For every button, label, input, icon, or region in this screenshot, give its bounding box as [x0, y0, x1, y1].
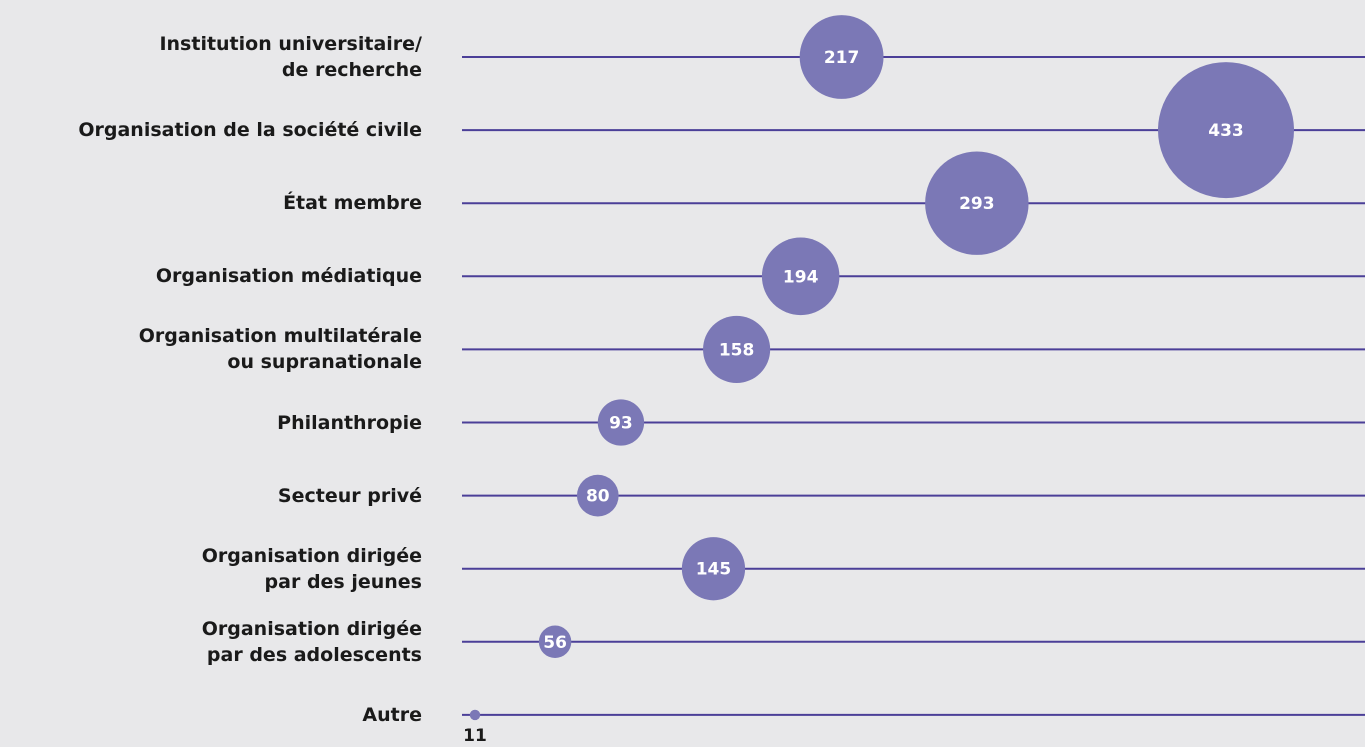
- value-label: 293: [959, 194, 995, 214]
- bubble: [597, 399, 645, 446]
- category-label: État membre: [283, 192, 422, 215]
- value-label: 158: [719, 340, 755, 360]
- value-label: 11: [463, 726, 487, 746]
- bubble: [703, 315, 771, 383]
- bubble: [799, 15, 884, 99]
- value-label: 80: [586, 487, 610, 507]
- value-label: 194: [783, 267, 819, 287]
- value-label: 145: [696, 560, 732, 580]
- value-label: 93: [609, 414, 633, 434]
- bubble: [1158, 62, 1294, 199]
- category-label: Philanthropie: [277, 411, 422, 434]
- category-label: Organisation médiatique: [155, 265, 422, 288]
- bubble: [469, 709, 481, 721]
- category-label: Organisation de la société civile: [78, 119, 422, 142]
- category-label: Organisation multilatérale ou supranatio…: [138, 325, 422, 374]
- bubble: [761, 237, 840, 316]
- bubble: [576, 474, 619, 517]
- value-label: 433: [1208, 121, 1244, 141]
- bubble: [925, 151, 1029, 255]
- value-label: 217: [824, 48, 860, 68]
- category-label: Organisation dirigée par des jeunes: [201, 544, 422, 593]
- category-label: Organisation dirigée par des adolescents: [201, 617, 422, 666]
- category-label: Autre: [362, 703, 422, 726]
- category-label: Secteur privé: [277, 484, 422, 507]
- bubble: [681, 537, 746, 601]
- value-label: 56: [543, 633, 567, 653]
- category-label: Institution universitaire/ de recherche: [159, 33, 422, 81]
- bubble: [538, 625, 572, 659]
